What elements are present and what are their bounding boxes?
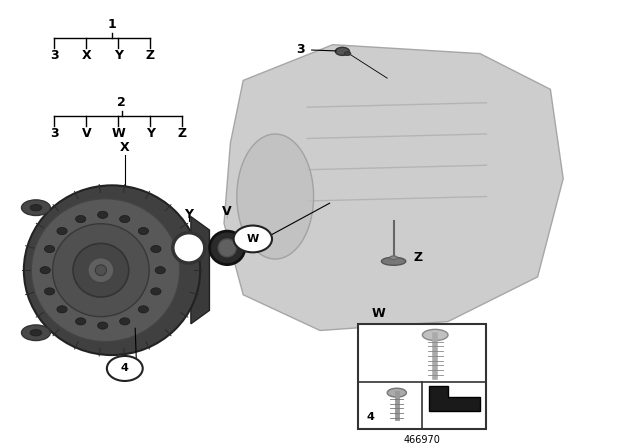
Text: W: W <box>372 307 386 320</box>
Circle shape <box>151 246 161 253</box>
Circle shape <box>107 356 143 381</box>
Ellipse shape <box>335 47 349 56</box>
Bar <box>358 324 486 429</box>
Text: Z: Z <box>413 251 422 264</box>
Ellipse shape <box>210 231 244 265</box>
Circle shape <box>57 306 67 313</box>
Text: 3: 3 <box>50 128 59 141</box>
Ellipse shape <box>31 199 180 342</box>
Ellipse shape <box>52 224 149 317</box>
Circle shape <box>40 267 51 274</box>
Text: W: W <box>111 128 125 141</box>
Circle shape <box>57 228 67 235</box>
Ellipse shape <box>387 388 406 397</box>
Ellipse shape <box>218 239 236 257</box>
Ellipse shape <box>173 233 205 263</box>
Ellipse shape <box>179 238 198 257</box>
Ellipse shape <box>237 134 314 259</box>
Ellipse shape <box>22 325 51 340</box>
Ellipse shape <box>344 52 351 56</box>
Text: X: X <box>120 141 130 154</box>
Circle shape <box>138 306 148 313</box>
Circle shape <box>76 318 86 325</box>
Polygon shape <box>224 45 563 331</box>
Circle shape <box>120 215 130 223</box>
Circle shape <box>151 288 161 295</box>
Polygon shape <box>429 386 480 411</box>
Text: Y: Y <box>114 49 123 62</box>
Text: Y: Y <box>184 208 193 221</box>
Text: W: W <box>246 234 259 244</box>
Ellipse shape <box>30 330 42 336</box>
Ellipse shape <box>422 329 448 340</box>
Circle shape <box>138 228 148 235</box>
Circle shape <box>120 318 130 325</box>
Text: 4: 4 <box>366 412 374 422</box>
Text: 466970: 466970 <box>404 435 441 445</box>
Ellipse shape <box>73 243 129 297</box>
Ellipse shape <box>22 200 51 215</box>
Circle shape <box>76 215 86 223</box>
Text: 4: 4 <box>121 363 129 374</box>
Circle shape <box>44 288 54 295</box>
Text: Z: Z <box>146 49 155 62</box>
Ellipse shape <box>24 185 200 355</box>
Ellipse shape <box>30 205 42 211</box>
Ellipse shape <box>381 257 406 265</box>
Text: X: X <box>81 49 92 62</box>
Ellipse shape <box>95 265 106 276</box>
Text: Y: Y <box>146 128 155 141</box>
Text: Z: Z <box>178 128 187 141</box>
Text: 1: 1 <box>108 18 116 31</box>
Circle shape <box>97 322 108 329</box>
Text: 3: 3 <box>50 49 59 62</box>
Text: 2: 2 <box>117 96 126 109</box>
Text: V: V <box>222 205 232 218</box>
Circle shape <box>234 225 272 252</box>
Circle shape <box>97 211 108 218</box>
Circle shape <box>155 267 165 274</box>
Ellipse shape <box>390 256 397 259</box>
Text: 3: 3 <box>296 43 305 56</box>
Circle shape <box>44 246 54 253</box>
Ellipse shape <box>88 258 114 283</box>
Text: V: V <box>81 128 92 141</box>
Polygon shape <box>191 217 209 324</box>
